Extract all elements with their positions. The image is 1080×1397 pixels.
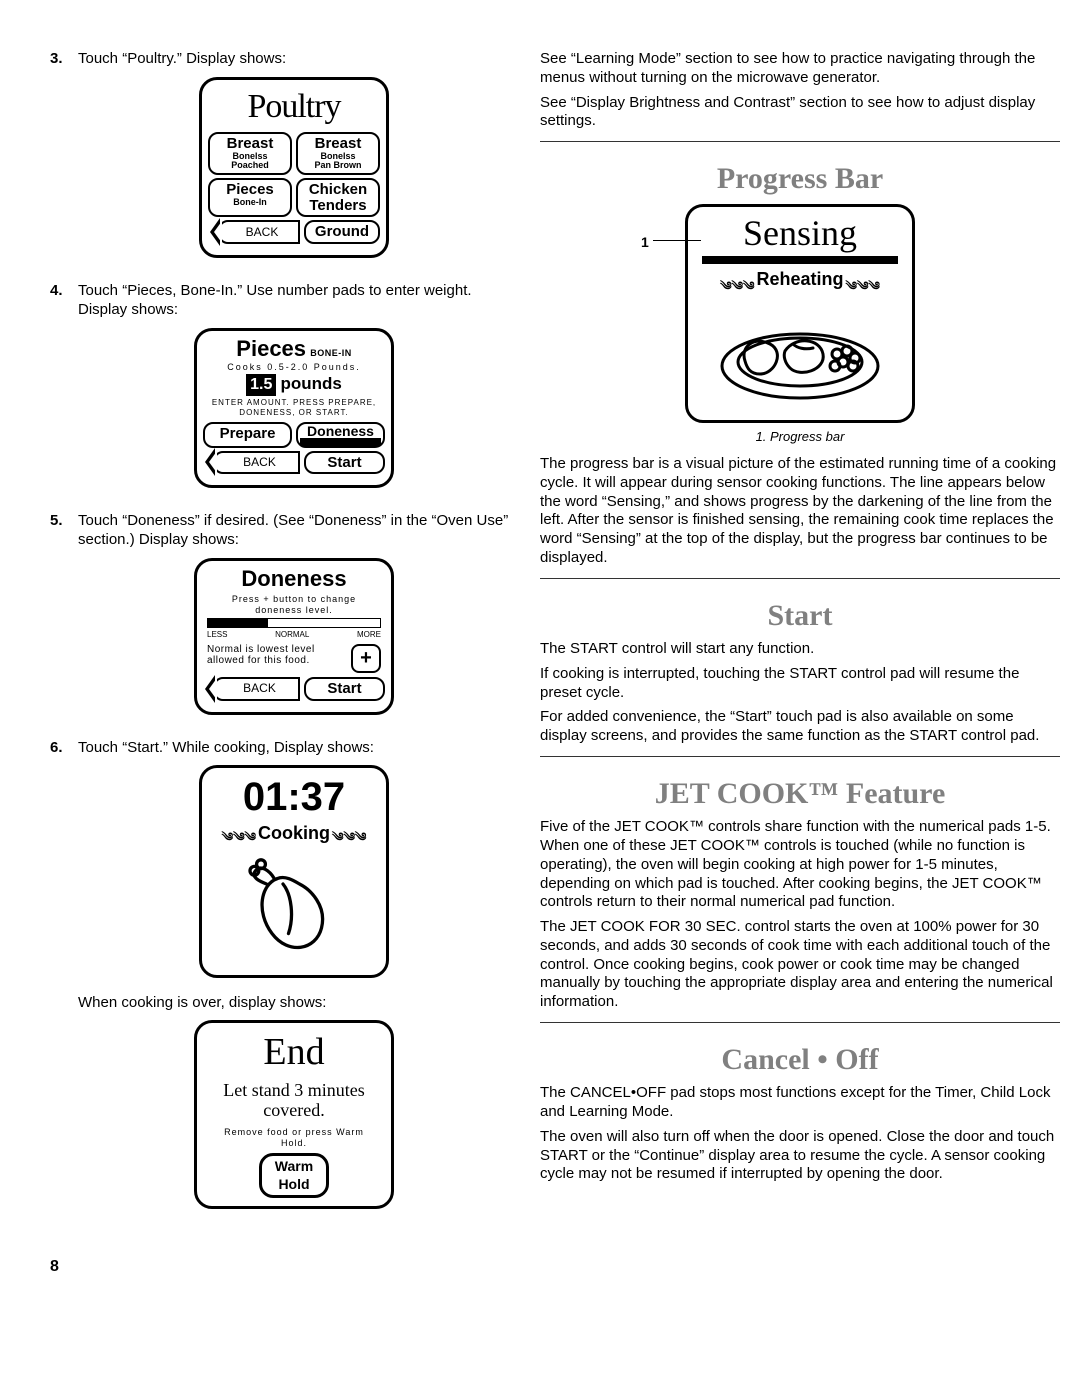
plate-icon [715, 296, 885, 406]
step-6: 6. Touch “Start.” While cooking, Display… [50, 739, 510, 1225]
step-body: Touch “Pieces, Bone-In.” Use number pads… [78, 282, 510, 504]
page-columns: 3. Touch “Poultry.” Display shows: Poult… [50, 50, 1030, 1233]
start-button[interactable]: Start [304, 677, 385, 701]
sensing-panel: Sensing ༄༄༄ Reheating ༄༄༄ [685, 204, 915, 423]
doneness-note: Normal is lowest level allowed for this … [207, 644, 347, 673]
chicken-tenders-button[interactable]: Chicken Tenders [296, 178, 380, 218]
steam-icon: ༄༄༄ [720, 279, 754, 294]
cooking-label-row: ༄༄༄ Cooking ༄༄༄ [208, 822, 380, 845]
intro-1: See “Learning Mode” section to see how t… [540, 50, 1060, 88]
back-button[interactable]: BACK [213, 677, 300, 701]
jet-p1: Five of the JET COOK™ controls share fun… [540, 818, 1060, 912]
breast-poached-button[interactable]: Breast Bonelss Poached [208, 132, 292, 175]
doneness-bar [207, 618, 381, 628]
steam-icon: ༄༄༄ [222, 830, 256, 845]
amount-row: 1.5 pounds [203, 373, 385, 396]
end-stand: Let stand 3 minutes covered. [203, 1081, 385, 1121]
step-body: Touch “Poultry.” Display shows: Poultry … [78, 50, 510, 274]
doneness-title: Doneness [203, 565, 385, 593]
doneness-panel: Doneness Press + button to change donene… [194, 558, 394, 715]
step-number: 3. [50, 50, 78, 274]
step-number: 5. [50, 512, 78, 730]
cooking-panel: 01:37 ༄༄༄ Cooking ༄༄༄ [199, 765, 389, 977]
step-text: Touch “Start.” While cooking, Display sh… [78, 739, 374, 756]
divider [540, 756, 1060, 757]
step-4: 4. Touch “Pieces, Bone-In.” Use number p… [50, 282, 510, 504]
step-number: 4. [50, 282, 78, 504]
prepare-button[interactable]: Prepare [203, 422, 292, 447]
cancel-p2: The oven will also turn off when the doo… [540, 1128, 1060, 1184]
doneness-fill [208, 619, 268, 627]
chicken-icon [239, 851, 349, 961]
step-text: Touch “Pieces, Bone-In.” Use number pads… [78, 282, 472, 318]
pieces-title-row: Pieces BONE-IN [203, 335, 385, 363]
step-body: Touch “Start.” While cooking, Display sh… [78, 739, 510, 1225]
cooks-range: Cooks 0.5-2.0 Pounds. [203, 362, 385, 373]
pieces-bonein-button[interactable]: Pieces Bone-In [208, 178, 292, 218]
steps-list: 3. Touch “Poultry.” Display shows: Poult… [50, 50, 510, 1225]
divider [540, 578, 1060, 579]
intro-2: See “Display Brightness and Contrast” se… [540, 94, 1060, 132]
cancel-p1: The CANCEL•OFF pad stops most functions … [540, 1084, 1060, 1122]
amount-hint: ENTER AMOUNT. PRESS PREPARE, DONENESS, O… [203, 398, 385, 418]
step-text: Touch “Doneness” if desired. (See “Donen… [78, 512, 508, 548]
start-p2: If cooking is interrupted, touching the … [540, 665, 1060, 703]
cooking-over-text: When cooking is over, display shows: [78, 994, 510, 1013]
sensing-title: Sensing [694, 211, 906, 256]
section-start: Start [540, 597, 1060, 635]
section-jetcook: JET COOK™ Feature [540, 775, 1060, 813]
end-remove: Remove food or press Warm Hold. [223, 1127, 365, 1150]
divider [540, 141, 1060, 142]
section-cancel: Cancel • Off [540, 1041, 1060, 1079]
plus-button[interactable]: + [351, 644, 381, 673]
start-p3: For added convenience, the “Start” touch… [540, 708, 1060, 746]
divider [540, 1022, 1060, 1023]
progress-para: The progress bar is a visual picture of … [540, 455, 1060, 568]
step-text: Touch “Poultry.” Display shows: [78, 50, 286, 67]
step-3: 3. Touch “Poultry.” Display shows: Poult… [50, 50, 510, 274]
amount-value: 1.5 [246, 374, 276, 396]
poultry-panel: Poultry Breast Bonelss Poached Breast Bo… [199, 77, 389, 258]
steam-icon: ༄༄༄ [332, 830, 366, 845]
page-number: 8 [50, 1257, 1030, 1277]
sensing-figure: 1 Sensing ༄༄༄ Reheating ༄༄༄ [685, 204, 915, 423]
steam-icon: ༄༄༄ [846, 279, 880, 294]
end-title: End [203, 1029, 385, 1077]
step-number: 6. [50, 739, 78, 1225]
sensing-underline [702, 256, 898, 264]
back-button[interactable]: BACK [213, 451, 300, 475]
figure-caption: 1. Progress bar [540, 429, 1060, 445]
doneness-hint: Press + button to change doneness level. [213, 594, 375, 616]
back-button[interactable]: BACK [218, 220, 300, 244]
cook-time: 01:37 [208, 772, 380, 822]
ground-button[interactable]: Ground [304, 220, 380, 244]
doneness-scale: LESS NORMAL MORE [203, 630, 385, 640]
poultry-title: Poultry [208, 86, 380, 129]
pieces-panel: Pieces BONE-IN Cooks 0.5-2.0 Pounds. 1.5… [194, 328, 394, 489]
doneness-button[interactable]: Doneness [296, 422, 385, 447]
amount-unit: pounds [281, 374, 342, 393]
reheating-row: ༄༄༄ Reheating ༄༄༄ [694, 268, 906, 291]
start-button[interactable]: Start [304, 451, 385, 475]
right-column: See “Learning Mode” section to see how t… [540, 50, 1060, 1233]
section-progress-bar: Progress Bar [540, 160, 1060, 198]
start-p1: The START control will start any functio… [540, 640, 1060, 659]
callout-1: 1 [641, 234, 649, 252]
callout-line [653, 240, 701, 241]
left-column: 3. Touch “Poultry.” Display shows: Poult… [50, 50, 510, 1233]
end-panel: End Let stand 3 minutes covered. Remove … [194, 1020, 394, 1209]
step-5: 5. Touch “Doneness” if desired. (See “Do… [50, 512, 510, 730]
breast-panbrown-button[interactable]: Breast Bonelss Pan Brown [296, 132, 380, 175]
step-body: Touch “Doneness” if desired. (See “Donen… [78, 512, 510, 730]
jet-p2: The JET COOK FOR 30 SEC. control starts … [540, 918, 1060, 1012]
warm-hold-button[interactable]: Warm Hold [259, 1153, 329, 1198]
